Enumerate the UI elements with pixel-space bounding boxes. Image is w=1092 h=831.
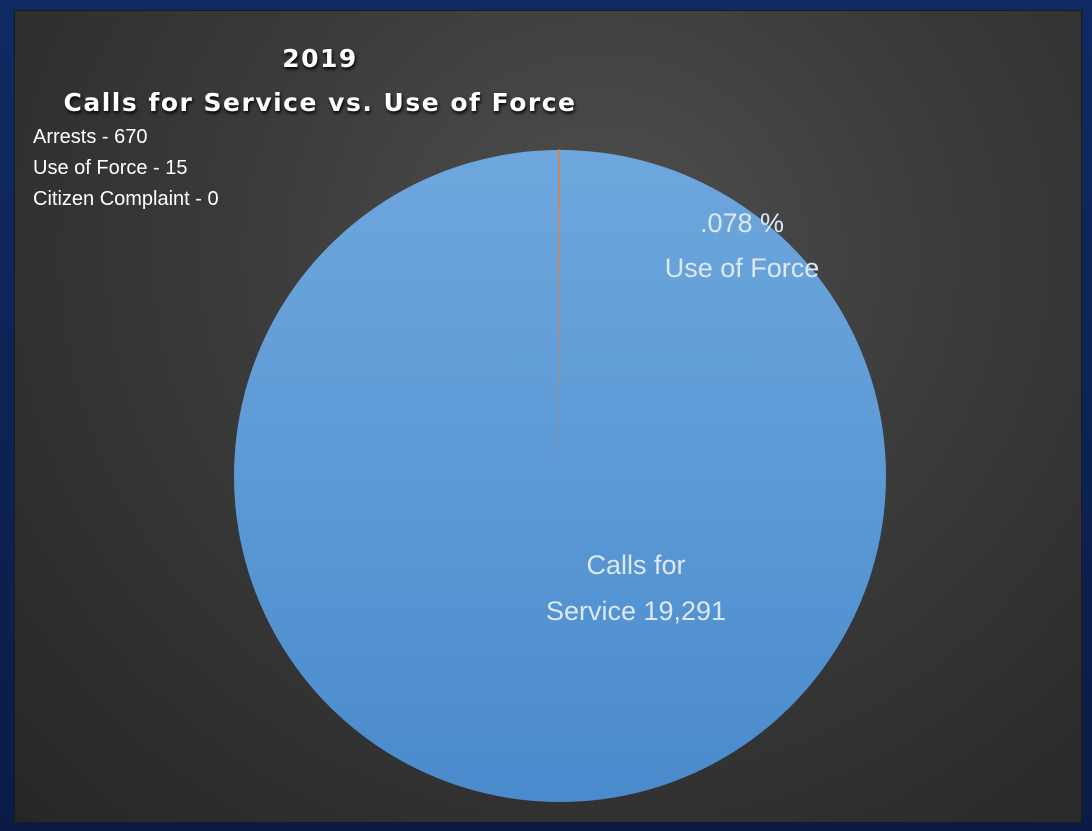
stat-use-of-force: Use of Force - 15 xyxy=(33,157,188,179)
stat-citizen-complaint: Citizen Complaint - 0 xyxy=(33,188,219,210)
stats-annotation: Arrests - 670 Use of Force - 15 Citizen … xyxy=(33,122,219,215)
stat-arrests: Arrests - 670 xyxy=(33,126,148,148)
label-calls-for-service-line-1: Calls for xyxy=(586,550,685,580)
slice-calls-for-service xyxy=(234,150,887,802)
label-calls-for-service-line-2: Service 19,291 xyxy=(546,596,726,626)
slice-use-of-force xyxy=(557,149,561,477)
label-use-of-force-line-2: Use of Force xyxy=(665,253,820,283)
label-use-of-force-line-1: .078 % xyxy=(700,208,784,238)
chart-title: 2019 xyxy=(282,44,358,73)
chart-subtitle: Calls for Service vs. Use of Force xyxy=(63,88,577,117)
